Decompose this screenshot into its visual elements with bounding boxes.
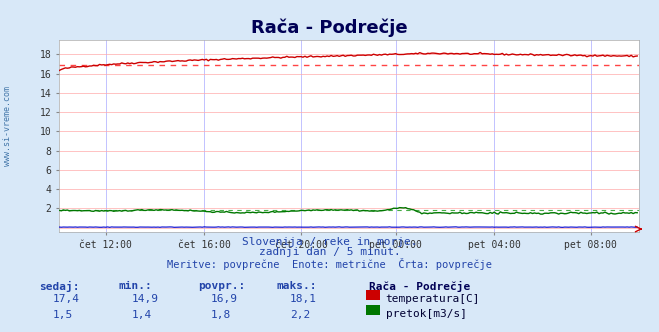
Text: temperatura[C]: temperatura[C] <box>386 294 480 304</box>
Text: 14,9: 14,9 <box>132 294 159 304</box>
Text: 1,5: 1,5 <box>53 310 73 320</box>
Text: min.:: min.: <box>119 281 152 290</box>
Text: Slovenija / reke in morje.: Slovenija / reke in morje. <box>242 237 417 247</box>
Text: 16,9: 16,9 <box>211 294 238 304</box>
Text: Meritve: povprečne  Enote: metrične  Črta: povprečje: Meritve: povprečne Enote: metrične Črta:… <box>167 258 492 270</box>
Text: 1,8: 1,8 <box>211 310 231 320</box>
Text: povpr.:: povpr.: <box>198 281 245 290</box>
Text: 18,1: 18,1 <box>290 294 317 304</box>
Text: pretok[m3/s]: pretok[m3/s] <box>386 309 467 319</box>
Text: sedaj:: sedaj: <box>40 281 80 291</box>
Text: zadnji dan / 5 minut.: zadnji dan / 5 minut. <box>258 247 401 257</box>
Text: www.si-vreme.com: www.si-vreme.com <box>3 86 13 166</box>
Text: 1,4: 1,4 <box>132 310 152 320</box>
Text: 17,4: 17,4 <box>53 294 80 304</box>
Text: 2,2: 2,2 <box>290 310 310 320</box>
Text: Rača - Podrečje: Rača - Podrečje <box>369 281 471 291</box>
Text: maks.:: maks.: <box>277 281 317 290</box>
Text: Rača - Podrečje: Rača - Podrečje <box>251 18 408 37</box>
